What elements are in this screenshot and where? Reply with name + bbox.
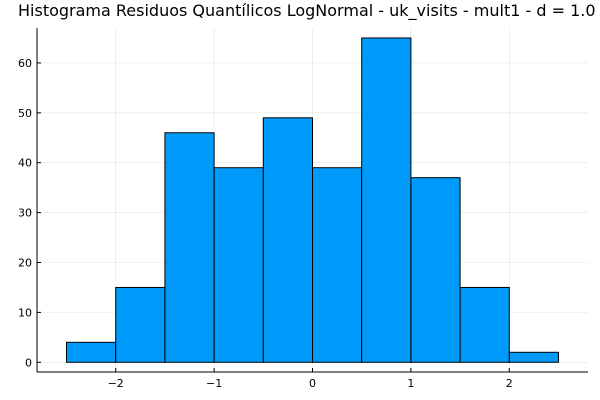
y-tick-label: 0 — [25, 356, 32, 369]
x-tick-label: −1 — [206, 377, 222, 390]
x-tick-label: 0 — [309, 377, 316, 390]
x-tick-label: −2 — [108, 377, 124, 390]
x-tick-label: 2 — [506, 377, 513, 390]
histogram-bar — [361, 37, 412, 363]
y-tick-label: 40 — [18, 157, 32, 170]
histogram-bar — [66, 341, 117, 363]
y-tick-label: 30 — [18, 207, 32, 220]
y-tick-label: 20 — [18, 256, 32, 269]
chart-title: Histograma Residuos Quantílicos LogNorma… — [18, 1, 596, 21]
y-tick-label: 50 — [18, 107, 32, 120]
histogram-bar — [164, 132, 215, 363]
histogram-bars — [66, 37, 559, 363]
y-axis-ticks: 0 10 20 30 40 50 60 — [18, 57, 41, 369]
histogram-bar — [410, 177, 461, 363]
histogram-bar — [213, 167, 264, 363]
histogram-bar — [312, 167, 363, 363]
histogram-bar — [262, 117, 313, 363]
y-tick-label: 10 — [18, 306, 32, 319]
histogram-bar — [508, 351, 559, 363]
histogram-bar — [459, 286, 510, 363]
histogram-bar — [115, 286, 166, 363]
x-tick-label: 1 — [407, 377, 414, 390]
y-tick-label: 60 — [18, 57, 32, 70]
x-axis-ticks: −2 −1 0 1 2 — [108, 368, 513, 390]
